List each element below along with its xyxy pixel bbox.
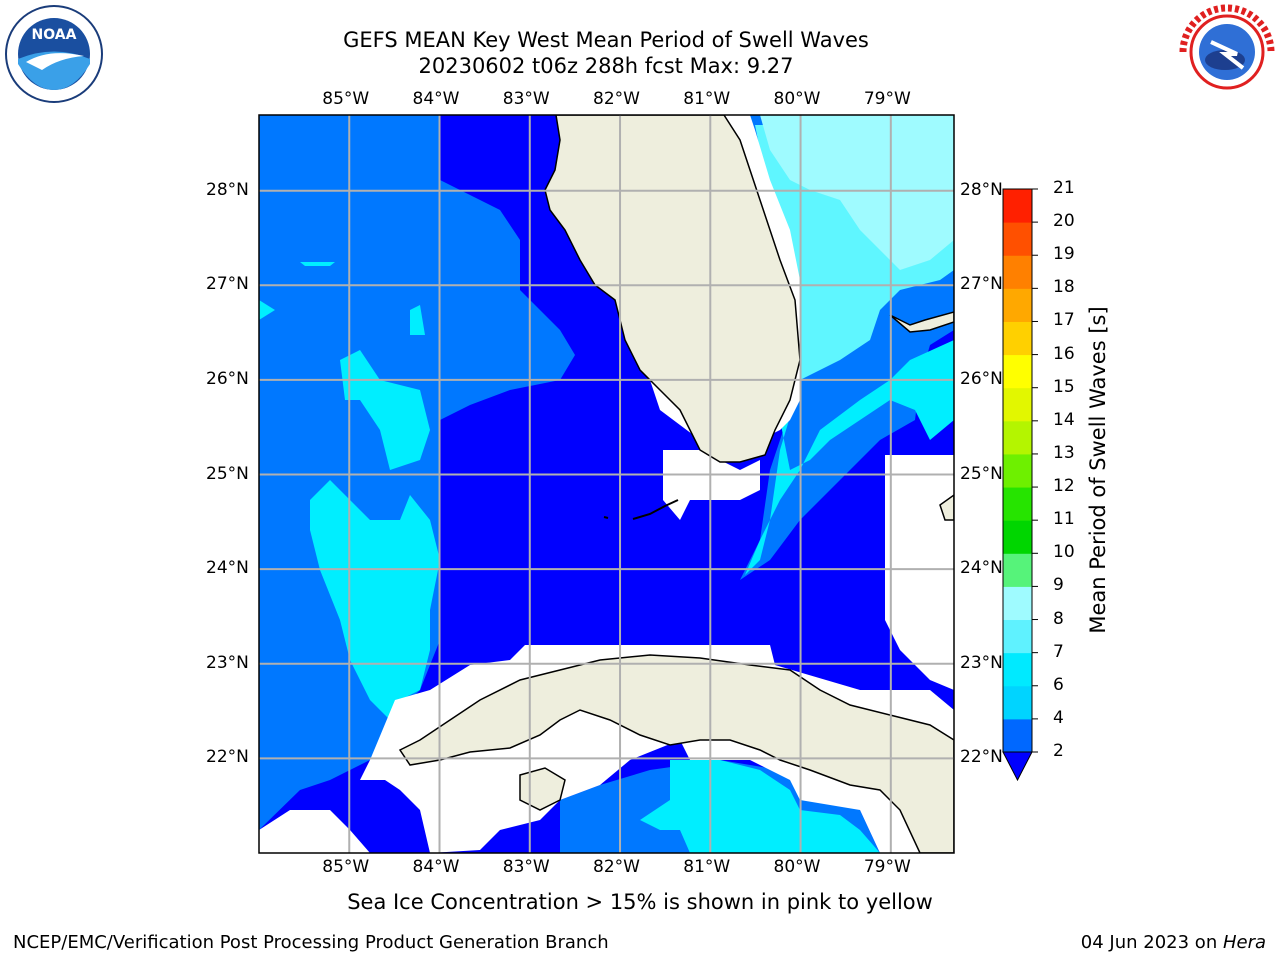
lat-label: 26°N <box>960 368 1003 389</box>
sea-ice-caption: Sea Ice Concentration > 15% is shown in … <box>347 890 933 914</box>
colorbar-swatch <box>1003 487 1032 521</box>
lat-label: 28°N <box>206 179 249 200</box>
lat-label: 27°N <box>206 274 249 295</box>
lat-label: 24°N <box>960 558 1003 579</box>
colorbar-tick-label: 9 <box>1053 575 1064 596</box>
colorbar-tick-label: 8 <box>1053 608 1064 629</box>
colorbar-tick-label: 12 <box>1053 476 1075 497</box>
colorbar-tick-label: 7 <box>1053 641 1064 662</box>
colorbar-tick-label: 10 <box>1053 542 1075 563</box>
lat-label: 26°N <box>206 368 249 389</box>
chart-title: GEFS MEAN Key West Mean Period of Swell … <box>343 28 869 52</box>
nws-logo <box>1177 2 1277 106</box>
colorbar-swatch <box>1003 586 1032 621</box>
florida-land <box>544 115 801 463</box>
footer-host: Hera <box>1222 932 1266 953</box>
colorbar-swatch <box>1003 718 1032 753</box>
colorbar-tick-label: 2 <box>1053 741 1064 761</box>
blue-region-west <box>259 115 575 830</box>
colorbar-swatch <box>1003 685 1032 720</box>
lat-label: 23°N <box>206 652 249 673</box>
lat-label: 25°N <box>960 463 1003 484</box>
colorbar-swatch <box>1003 387 1032 422</box>
nodata-southwest <box>259 810 370 853</box>
colorbar-tick-label: 16 <box>1053 343 1075 364</box>
colorbar-tick-label: 6 <box>1053 674 1064 695</box>
colorbar-swatch <box>1003 354 1032 389</box>
colorbar-tick-label: 18 <box>1053 277 1075 298</box>
pale-region-east <box>760 115 954 270</box>
colorbar-title: Mean Period of Swell Waves [s] <box>1086 306 1110 634</box>
lat-label: 25°N <box>206 463 249 484</box>
colorbar-swatch <box>1003 553 1032 587</box>
colorbar-under-triangle <box>1002 751 1033 782</box>
lon-label: 84°W <box>412 89 460 109</box>
lon-label: 79°W <box>863 89 911 109</box>
map-graticule <box>259 115 954 853</box>
lat-label: 24°N <box>206 558 249 579</box>
lon-label: 79°W <box>863 857 911 877</box>
lon-label: 82°W <box>593 89 640 109</box>
lon-label: 82°W <box>593 857 640 877</box>
footer-date-text: 04 Jun 2023 on <box>1080 932 1223 953</box>
lon-label: 81°W <box>683 857 731 877</box>
colorbar-swatch <box>1003 189 1032 223</box>
colorbar-swatch <box>1003 652 1032 687</box>
chart-subtitle: 20230602 t06z 288h fcst Max: 9.27 <box>418 54 794 78</box>
lon-label: 83°W <box>502 89 550 109</box>
lon-label: 80°W <box>773 89 821 109</box>
colorbar-swatch <box>1003 420 1032 455</box>
map-frame <box>258 114 955 854</box>
lon-label: 85°W <box>322 89 370 109</box>
footer-date: 04 Jun 2023 on Hera <box>1081 932 1266 953</box>
lat-label: 27°N <box>960 274 1003 295</box>
lat-label: 28°N <box>960 179 1003 200</box>
noaa-logo-text: NOAA <box>32 27 77 43</box>
florida-keys <box>603 499 679 520</box>
colorbar-swatch <box>1003 222 1032 256</box>
colorbar-tick-label: 15 <box>1053 376 1075 397</box>
nodata-keys <box>663 450 760 520</box>
colorbar-swatch <box>1003 453 1032 488</box>
lon-label: 85°W <box>322 857 370 877</box>
lat-label: 22°N <box>960 747 1003 768</box>
colorbar-swatch <box>1003 255 1032 289</box>
colorbar-tick-label: 19 <box>1053 244 1075 265</box>
isla-de-la-juventud <box>519 767 566 811</box>
cyan-region-west-2 <box>310 480 440 720</box>
colorbar-tick-label: 21 <box>1053 178 1075 198</box>
colorbar-tick-label: 17 <box>1053 310 1075 331</box>
cyan-region-south <box>640 760 880 853</box>
colorbar-tick-label: 13 <box>1053 442 1075 463</box>
footer-branch: NCEP/EMC/Verification Post Processing Pr… <box>13 932 609 953</box>
lat-label: 23°N <box>960 652 1003 673</box>
colorbar-tick-label: 14 <box>1053 409 1075 430</box>
colorbar-swatch <box>1003 288 1032 322</box>
colorbar <box>1003 188 1038 753</box>
lon-label: 83°W <box>502 857 550 877</box>
lon-label: 81°W <box>683 89 731 109</box>
cuba-land <box>398 654 954 853</box>
colorbar-swatch <box>1003 520 1032 554</box>
lat-label: 22°N <box>206 747 249 768</box>
colorbar-swatch <box>1003 321 1032 356</box>
noaa-logo: NOAA <box>4 4 104 108</box>
colorbar-tick-label: 4 <box>1053 707 1064 728</box>
nodata-bahamas <box>885 455 954 690</box>
colorbar-swatch <box>1003 619 1032 654</box>
colorbar-tick-label: 11 <box>1053 509 1075 530</box>
colorbar-tick-label: 20 <box>1053 211 1075 232</box>
bahamas-land <box>889 311 954 521</box>
lon-label: 80°W <box>773 857 821 877</box>
lon-label: 84°W <box>412 857 460 877</box>
